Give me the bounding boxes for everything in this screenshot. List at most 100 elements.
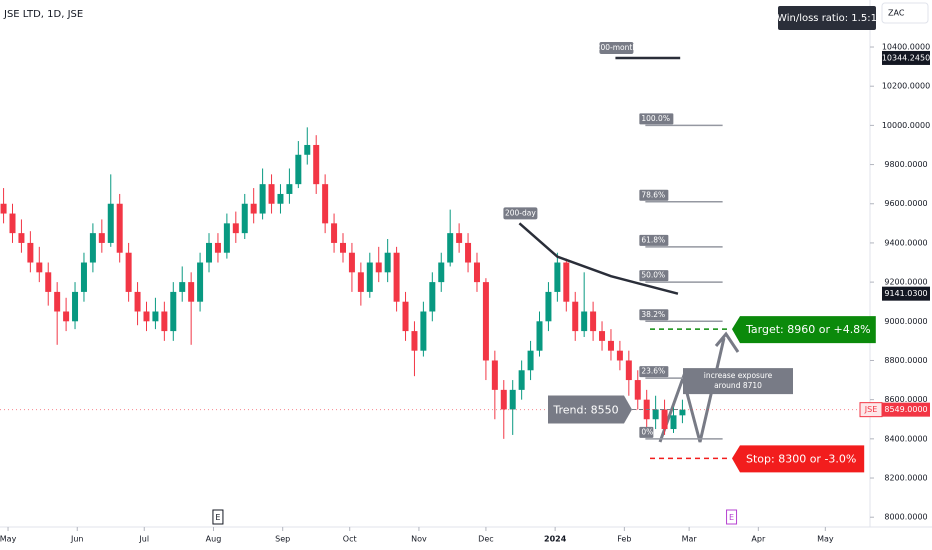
- candle-body: [473, 262, 480, 283]
- candle-body: [438, 262, 445, 283]
- candle-body: [625, 360, 632, 381]
- candle-body: [509, 389, 516, 410]
- candle-body: [482, 282, 489, 361]
- candle-body: [420, 311, 427, 351]
- candle-body: [170, 291, 177, 332]
- candle-body: [295, 154, 302, 185]
- arrow-head: [714, 331, 740, 353]
- candle-body: [134, 291, 141, 312]
- fib-label-box: [639, 189, 669, 201]
- candle-body: [80, 262, 87, 292]
- candle-body: [259, 184, 266, 214]
- ratio-box: [778, 6, 876, 30]
- x-tick-label: May: [0, 535, 17, 544]
- indicator-price-text: 10344.2450: [882, 53, 930, 62]
- candle-body: [331, 223, 338, 243]
- fib-label-box: [639, 270, 669, 282]
- x-tick-label: May: [817, 535, 834, 544]
- fib-label: 23.6%: [641, 367, 665, 376]
- candle-body: [402, 301, 409, 332]
- candle-body: [125, 252, 132, 292]
- x-tick-label: Sep: [275, 535, 290, 544]
- indicator-label: 200-month: [596, 43, 638, 52]
- candle-body: [465, 242, 472, 263]
- candle-body: [18, 233, 25, 243]
- candle-body: [652, 409, 659, 420]
- candle-body: [527, 350, 534, 371]
- candle-body: [268, 184, 275, 204]
- candle-body: [107, 203, 114, 243]
- indicator-label: 200-day: [505, 208, 536, 217]
- candle-body: [197, 262, 204, 302]
- candle-body: [9, 213, 16, 234]
- currency-box[interactable]: [881, 2, 929, 24]
- last-price-text: 8549.0000: [884, 405, 927, 414]
- candle-body: [518, 370, 525, 390]
- y-tick-label: 8200.0000: [884, 474, 927, 483]
- x-tick-label: Dec: [478, 535, 493, 544]
- indicator-price-tag: [882, 286, 930, 301]
- candle-body: [554, 262, 561, 292]
- indicator-label-box: [503, 207, 538, 220]
- candle-body: [54, 291, 61, 312]
- candle-body: [634, 380, 641, 400]
- earnings-marker: [726, 509, 738, 525]
- candle-body: [366, 262, 373, 292]
- fib-label: 50.0%: [641, 271, 665, 280]
- candle-body: [161, 311, 168, 332]
- candle-body: [545, 291, 552, 322]
- x-tick-label: Feb: [617, 535, 631, 544]
- candle-body: [393, 252, 400, 302]
- candle-body: [616, 350, 623, 361]
- candle-body: [116, 203, 123, 253]
- candle-body: [89, 233, 96, 263]
- candle-body: [72, 291, 79, 322]
- candle-body: [322, 184, 329, 224]
- earnings-marker: [212, 509, 224, 525]
- earnings-label: E: [215, 513, 220, 522]
- indicator-price-text: 9141.0300: [884, 289, 927, 298]
- y-tick-label: 9600.0000: [884, 199, 927, 208]
- exposure-box: [683, 368, 793, 395]
- indicator-price-tag: [882, 50, 930, 65]
- candle-body: [250, 203, 257, 214]
- candle-body: [232, 223, 239, 234]
- symbol-tag-text: JSE: [864, 405, 878, 414]
- candle-body: [98, 233, 105, 243]
- x-tick-label: Jul: [138, 535, 149, 544]
- fib-label-box: [639, 113, 674, 125]
- y-tick-label: 9000.0000: [884, 317, 927, 326]
- candle-body: [500, 389, 507, 410]
- candle-body: [679, 409, 686, 416]
- candle-body: [411, 331, 418, 351]
- y-tick-label: 10200.0000: [882, 82, 930, 91]
- fib-label-box: [639, 426, 654, 438]
- fib-label: 0%: [641, 427, 653, 436]
- x-tick-label: 2024: [544, 535, 567, 544]
- y-tick-label: 9800.0000: [884, 160, 927, 169]
- x-tick-label: Jun: [70, 535, 84, 544]
- candle-body: [241, 203, 248, 234]
- fib-label-box: [639, 234, 669, 246]
- y-tick-label: 9200.0000: [884, 278, 927, 287]
- fib-label-box: [639, 309, 669, 321]
- y-tick-label: 8600.0000: [884, 395, 927, 404]
- candle-body: [581, 311, 588, 332]
- candle-body: [348, 252, 355, 273]
- target-text: Target: 8960 or +4.8%: [745, 323, 871, 336]
- y-tick-label: 10000.0000: [882, 121, 930, 130]
- candle-body: [214, 242, 221, 253]
- fib-label: 78.6%: [641, 190, 665, 199]
- candle-body: [188, 282, 195, 302]
- y-tick-label: 8400.0000: [884, 434, 927, 443]
- y-tick-label: 8800.0000: [884, 356, 927, 365]
- candle-body: [447, 233, 454, 263]
- candle-body: [456, 233, 463, 243]
- candle-body: [313, 144, 320, 185]
- candle-body: [36, 262, 43, 273]
- y-tick-label: 8000.0000: [884, 513, 927, 522]
- target-box: [732, 445, 865, 473]
- target-box: [732, 316, 876, 344]
- candle-body: [286, 184, 293, 194]
